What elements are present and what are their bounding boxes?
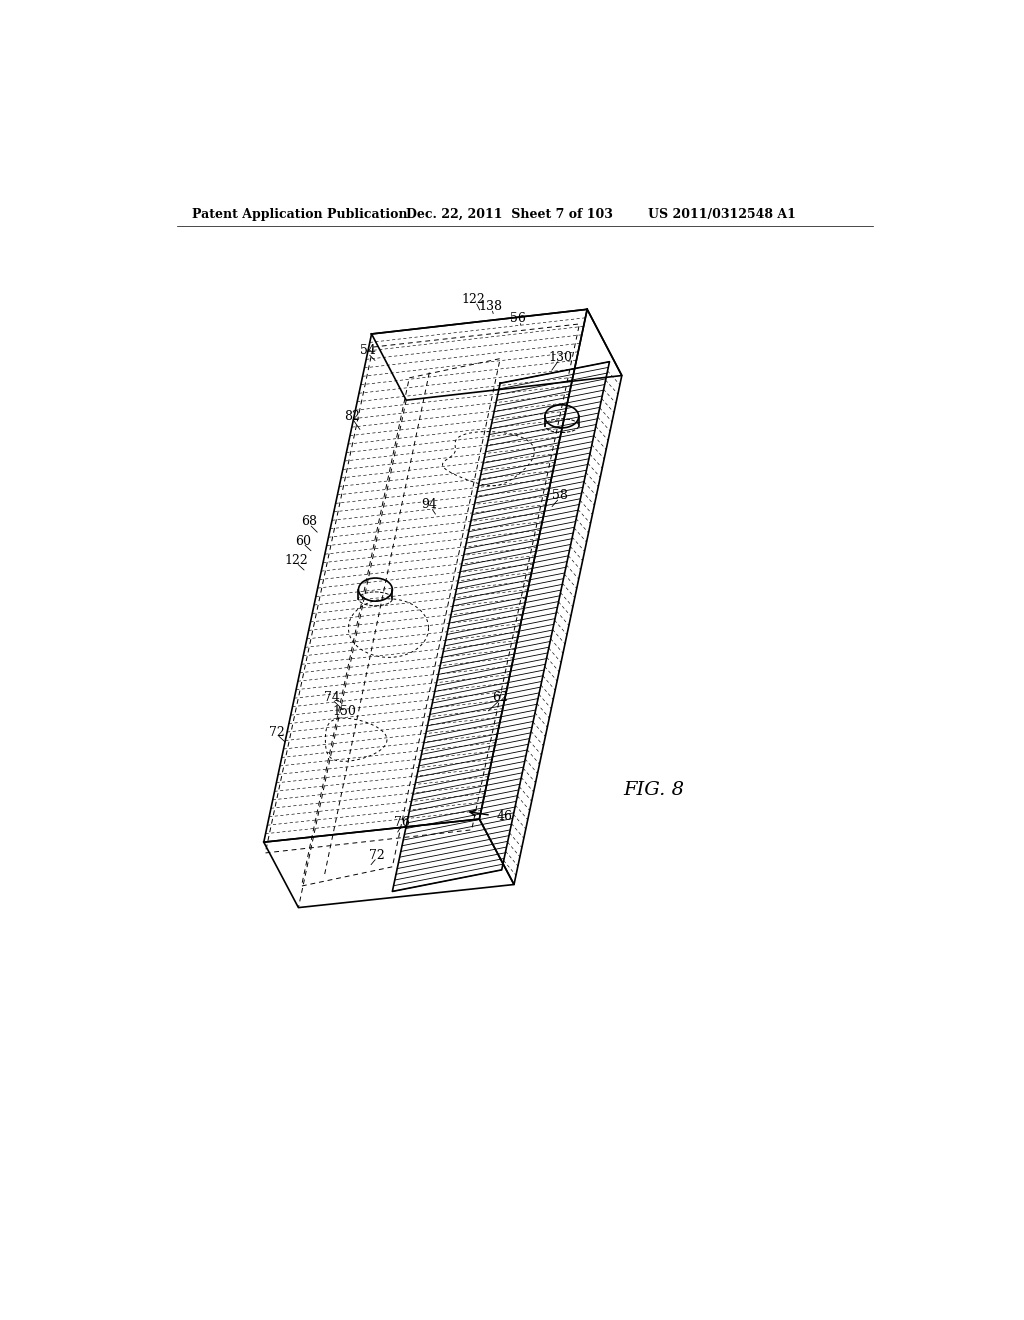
Text: 46: 46 <box>497 810 513 824</box>
Text: 122: 122 <box>462 293 485 306</box>
Text: FIG. 8: FIG. 8 <box>624 781 684 799</box>
Text: Patent Application Publication: Patent Application Publication <box>193 209 408 222</box>
Text: 72: 72 <box>369 849 385 862</box>
Text: 74: 74 <box>325 690 340 704</box>
Text: 58: 58 <box>552 490 568 502</box>
Text: 72: 72 <box>269 726 285 739</box>
Text: Dec. 22, 2011  Sheet 7 of 103: Dec. 22, 2011 Sheet 7 of 103 <box>407 209 613 222</box>
Text: 54: 54 <box>359 345 376 358</box>
Text: 82: 82 <box>344 409 360 422</box>
Text: 62: 62 <box>493 690 508 704</box>
Text: 122: 122 <box>285 554 308 566</box>
Text: 150: 150 <box>333 705 356 718</box>
Text: 56: 56 <box>510 312 525 325</box>
Text: 76: 76 <box>394 816 411 829</box>
Text: 60: 60 <box>295 535 311 548</box>
Text: 68: 68 <box>301 515 317 528</box>
Text: 138: 138 <box>478 300 502 313</box>
Text: 130: 130 <box>548 351 572 363</box>
Text: 94: 94 <box>422 499 437 511</box>
Text: US 2011/0312548 A1: US 2011/0312548 A1 <box>648 209 796 222</box>
